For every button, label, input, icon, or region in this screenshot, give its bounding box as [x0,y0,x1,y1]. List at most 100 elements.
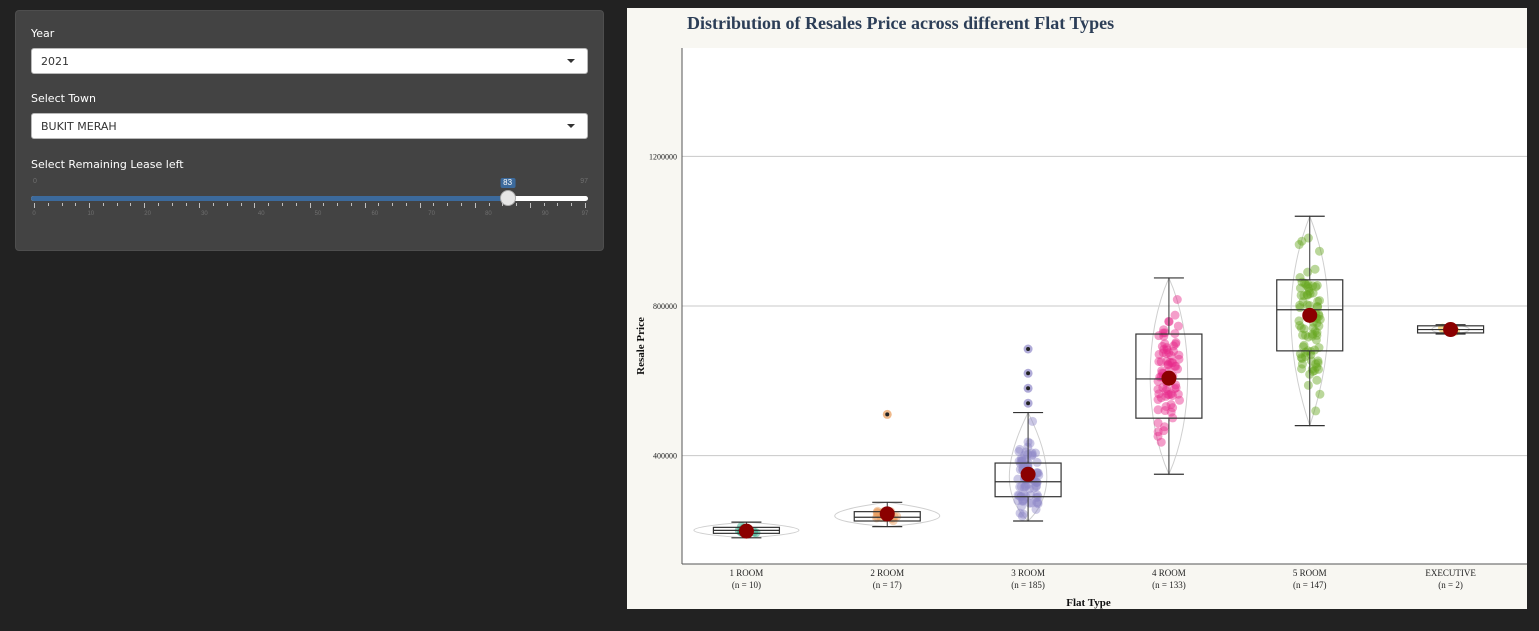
slider-tick [157,203,159,206]
data-point [1154,357,1164,367]
lease-slider[interactable]: 0 97 83 0 10 20 30 40 50 60 70 80 90 97 [31,171,588,231]
data-point [1313,296,1323,306]
data-point [1313,358,1323,368]
slider-tick [309,203,311,208]
slider-tick [61,203,63,206]
slider-tick [116,203,118,206]
data-point [1300,352,1310,362]
data-point [1031,477,1041,487]
data-point [1170,384,1180,394]
boxplot-chart: 400000 800000 1200000 1 ROOM (n = 10) 2 ROOM (… [635,48,1527,609]
data-point [1160,328,1170,338]
mean-point [1161,370,1177,386]
year-select-value: 2021 [41,55,69,68]
slider-tick [185,203,187,206]
slider-tick-label: 90 [541,211,549,217]
chart-panel: Distribution of Resales Price across dif… [627,8,1527,609]
data-point [1314,246,1324,256]
data-point [1168,346,1178,356]
data-point [872,511,882,521]
chevron-down-icon [567,59,575,63]
lease-label: Select Remaining Lease left [31,158,184,171]
data-point [1032,457,1042,467]
data-point [1174,354,1184,364]
data-point [1159,325,1169,335]
x-axis-label: Flat Type [1066,597,1111,609]
slider-handle[interactable] [499,190,516,206]
data-point [1161,402,1171,412]
data-point [1159,344,1169,354]
slider-tick-label: 50 [314,211,322,217]
data-point [1297,364,1307,374]
slider-tick [89,203,91,208]
data-point [1310,264,1320,274]
y-tick-label: 400000 [653,452,677,461]
data-point [1153,384,1163,394]
data-point [1017,453,1027,463]
data-point [1018,496,1028,506]
data-point [1174,350,1184,360]
year-select[interactable]: 2021 [31,48,588,74]
slider-tick [102,203,104,206]
data-point [1031,504,1041,514]
data-point [1154,389,1164,399]
town-select[interactable]: BUKIT MERAH [31,113,588,139]
town-select-value: BUKIT MERAH [41,120,117,133]
data-point [1314,321,1324,331]
mean-point [1020,466,1036,482]
slider-tick-label: 60 [371,211,379,217]
data-point [1303,332,1313,342]
data-point [1162,343,1172,353]
data-point [1314,364,1324,374]
data-point [1015,444,1025,454]
data-point [1296,323,1306,333]
chevron-down-icon [567,124,575,128]
x-tick-label: 2 ROOM [870,568,904,578]
x-tick-count-label: (n = 10) [732,580,761,590]
slider-tick [502,203,504,206]
data-point [1028,416,1038,426]
data-point [1161,349,1171,359]
data-point [1014,447,1024,457]
data-point [1315,389,1325,399]
data-point [1156,437,1166,447]
data-point [1295,349,1305,359]
data-point [1171,361,1181,371]
slider-tick [571,203,573,206]
slider-tick [130,203,132,206]
data-point [1308,323,1318,333]
slider-tick-label: 70 [428,211,435,217]
data-point [1163,389,1173,399]
data-point [1163,359,1173,369]
data-point [1308,288,1318,298]
data-point [1311,335,1321,345]
outlier-marker [1026,386,1031,391]
data-point [1171,383,1181,393]
slider-tick [254,203,256,208]
data-point [1306,356,1316,366]
slider-tick [461,203,463,206]
data-point [1172,294,1182,304]
mean-point [879,506,895,522]
data-point [872,513,882,523]
outlier-marker [885,412,890,417]
slider-tick-label: 30 [201,211,208,217]
data-point [1015,508,1025,518]
data-point [1159,331,1169,341]
chart-title: Distribution of Resales Price across dif… [687,13,1115,33]
data-point [1298,297,1308,307]
data-point [1166,400,1176,410]
data-point [1314,296,1324,306]
data-point [1306,346,1316,356]
data-point [1029,483,1039,493]
data-point [1169,341,1179,351]
slider-tick [447,203,449,206]
slider-fill [31,196,508,201]
data-point [1166,407,1176,417]
y-tick-label: 800000 [653,302,677,311]
y-axis-label: Resale Price [635,317,647,375]
data-point [1166,389,1176,399]
data-point [1027,448,1037,458]
slider-tick [171,203,173,206]
data-point [1153,405,1163,415]
